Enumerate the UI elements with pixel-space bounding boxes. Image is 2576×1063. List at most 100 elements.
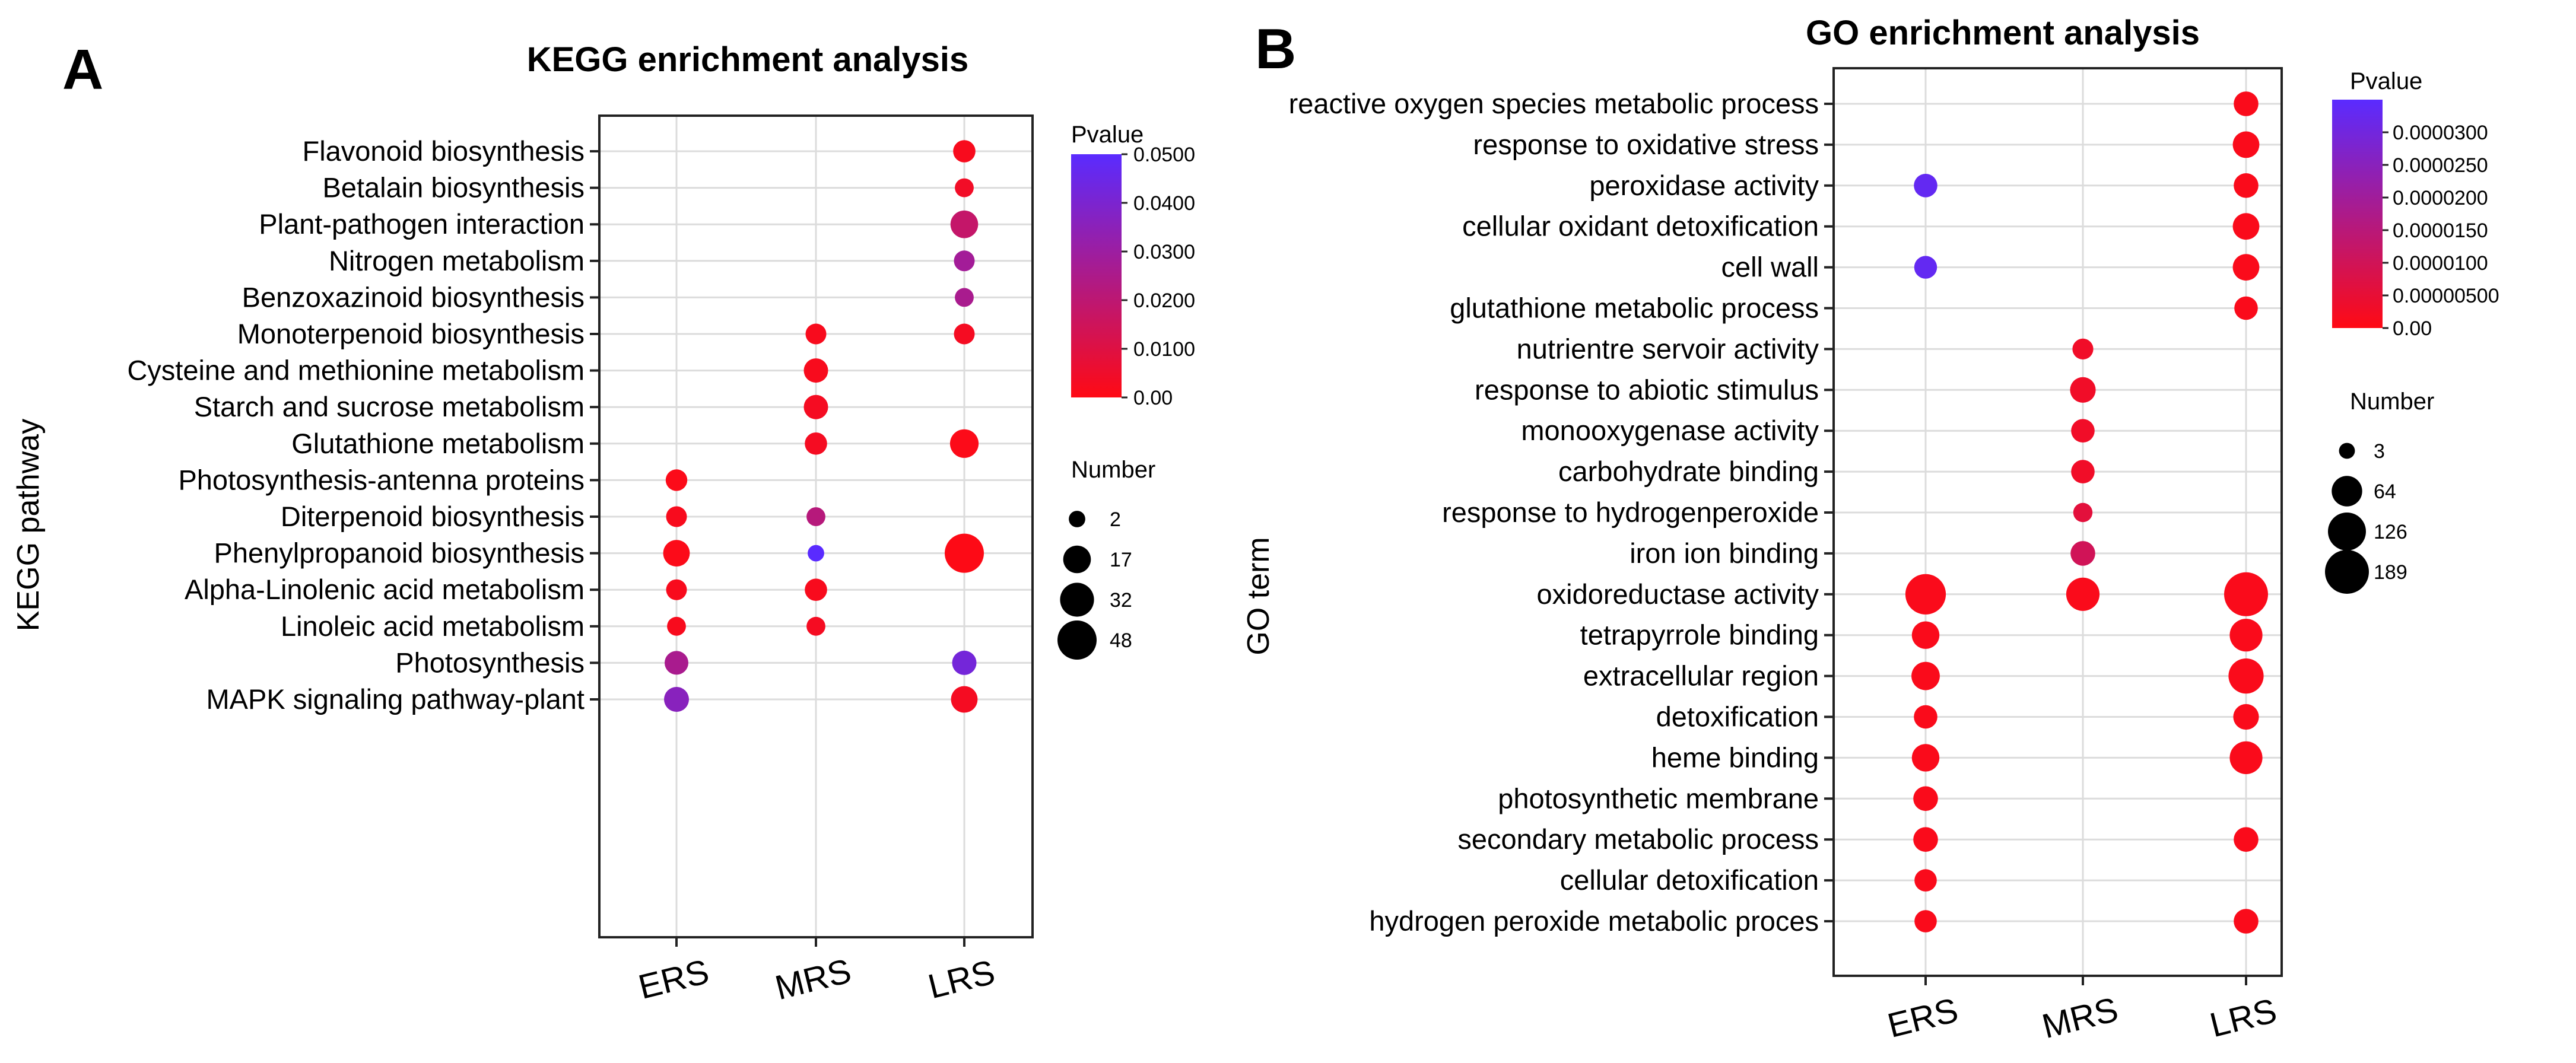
point-hydrogen-peroxide-metabolic-proces-ers <box>1914 910 1937 932</box>
point-detoxification-ers <box>1914 705 1937 729</box>
go-number-legend: 3 64 126 189 <box>2325 440 2407 594</box>
kegg-chart-title: KEGG enrichment analysis <box>527 40 969 79</box>
point-photosynthesis-lrs <box>952 650 977 675</box>
colorbar-tick-label: 0.0200 <box>1133 289 1195 312</box>
colorbar-tick-label: 0.0000100 <box>2393 252 2488 275</box>
point-heme-binding-ers <box>1911 744 1940 772</box>
point-reactive-oxygen-species-metabolic-process-lrs <box>2234 91 2259 116</box>
point-starch-and-sucrose-metabolism-mrs <box>803 394 828 419</box>
point-cellular-oxidant-detoxification-lrs <box>2232 213 2260 240</box>
point-photosynthetic-membrane-ers <box>1913 786 1938 811</box>
number-legend-label-189: 189 <box>2374 561 2407 584</box>
point-detoxification-lrs <box>2233 704 2259 730</box>
point-flavonoid-biosynthesis-lrs <box>953 140 976 163</box>
kegg-y-axis-title: KEGG pathway <box>11 419 46 631</box>
point-monoterpenoid-biosynthesis-lrs <box>954 323 975 345</box>
colorbar-tick-label: 0.0400 <box>1133 192 1195 215</box>
y-tick-label-response-to-abiotic-stimulus: response to abiotic stimulus <box>1475 374 1819 405</box>
y-tick-label-glutathione-metabolism: Glutathione metabolism <box>291 428 585 459</box>
colorbar-tick-label: 0.0000300 <box>2393 122 2488 144</box>
point-betalain-biosynthesis-lrs <box>955 178 974 198</box>
point-oxidoreductase-activity-mrs <box>2066 577 2100 611</box>
number-legend-dot-3 <box>2339 443 2355 459</box>
point-cellular-detoxification-ers <box>1914 869 1937 892</box>
y-tick-label-heme-binding: heme binding <box>1651 741 1819 773</box>
colorbar-tick-label: 0.00 <box>2393 317 2432 340</box>
point-mapk-signaling-pathway-plant-ers <box>664 687 689 712</box>
y-tick-label-response-to-oxidative-stress: response to oxidative stress <box>1473 129 1819 160</box>
point-diterpenoid-biosynthesis-ers <box>666 506 687 527</box>
colorbar-tick-label: 0.00 <box>1133 387 1173 409</box>
point-cell-wall-ers <box>1914 256 1937 279</box>
point-response-to-oxidative-stress-lrs <box>2232 131 2260 158</box>
colorbar-tick-label: 0.0300 <box>1133 241 1195 263</box>
number-legend-label-17: 17 <box>1110 549 1132 571</box>
point-extracellular-region-ers <box>1911 661 1940 690</box>
point-glutathione-metabolism-lrs <box>949 429 979 458</box>
point-tetrapyrrole-binding-lrs <box>2229 619 2263 652</box>
kegg-grid <box>599 116 1033 937</box>
point-hydrogen-peroxide-metabolic-proces-lrs <box>2234 909 2259 934</box>
point-monooxygenase-activity-mrs <box>2071 419 2095 443</box>
point-secondary-metabolic-process-lrs <box>2234 827 2259 852</box>
go-pvalue-legend-title: Pvalue <box>2350 68 2422 94</box>
colorbar-tick-label: 0.0000200 <box>2393 187 2488 209</box>
number-legend-dot-126 <box>2328 513 2366 550</box>
go-pvalue-ticks: 0.0000300 0.0000250 0.0000200 0.0000150 0.00… <box>2383 122 2499 340</box>
y-tick-label-phenylpropanoid-biosynthesis: Phenylpropanoid biosynthesis <box>214 537 585 569</box>
point-response-to-hydrogenperoxide-mrs <box>2073 502 2093 523</box>
point-diterpenoid-biosynthesis-mrs <box>806 507 825 526</box>
y-tick-label-nutrientre-servoir-activity: nutrientre servoir activity <box>1517 333 1819 364</box>
kegg-pvalue-colorbar <box>1071 154 1122 397</box>
point-peroxidase-activity-lrs <box>2234 173 2259 198</box>
point-phenylpropanoid-biosynthesis-ers <box>663 540 690 566</box>
number-legend-label-48: 48 <box>1110 629 1132 652</box>
kegg-points <box>663 140 984 713</box>
y-tick-label-nitrogen-metabolism: Nitrogen metabolism <box>329 245 585 276</box>
number-legend-label-2: 2 <box>1110 508 1121 531</box>
number-legend-label-3: 3 <box>2374 440 2385 463</box>
y-tick-label-monoterpenoid-biosynthesis: Monoterpenoid biosynthesis <box>237 318 585 349</box>
y-tick-label-reactive-oxygen-species-metabolic-process: reactive oxygen species metabolic proces… <box>1289 88 1819 119</box>
number-legend-dot-48 <box>1057 620 1097 660</box>
point-iron-ion-binding-mrs <box>2070 541 2095 566</box>
y-tick-label-tetrapyrrole-binding: tetrapyrrole binding <box>1580 619 1819 651</box>
kegg-number-legend: 2 17 32 48 <box>1057 508 1132 660</box>
point-heme-binding-lrs <box>2229 741 2263 774</box>
go-number-legend-title: Number <box>2350 389 2434 415</box>
panel-letter-a: A <box>62 38 103 101</box>
kegg-number-legend-title: Number <box>1071 457 1155 483</box>
y-tick-label-iron-ion-binding: iron ion binding <box>1630 537 1819 569</box>
x-tick-label-lrs: LRS <box>2206 991 2280 1045</box>
number-legend-dot-2 <box>1069 511 1085 527</box>
point-nitrogen-metabolism-lrs <box>954 250 975 272</box>
kegg-x-ticks: ERS MRS LRS <box>635 937 999 1007</box>
point-glutathione-metabolism-mrs <box>805 432 827 455</box>
kegg-pvalue-legend-title: Pvalue <box>1071 122 1144 148</box>
kegg-panel: A KEGG enrichment analysis KEGG pathway … <box>11 38 1195 1007</box>
colorbar-tick-label: 0.0000150 <box>2393 219 2488 242</box>
x-tick-label-mrs: MRS <box>2038 990 2122 1046</box>
point-monoterpenoid-biosynthesis-mrs <box>805 323 827 345</box>
number-legend-label-64: 64 <box>2374 480 2396 503</box>
y-tick-label-mapk-signaling-pathway-plant: MAPK signaling pathway-plant <box>207 683 585 715</box>
go-plot-frame <box>1832 67 2283 977</box>
number-legend-dot-32 <box>1060 583 1094 617</box>
go-points <box>1905 91 2268 934</box>
y-tick-label-photosynthetic-membrane: photosynthetic membrane <box>1498 782 1819 814</box>
y-tick-label-starch-and-sucrose-metabolism: Starch and sucrose metabolism <box>194 391 585 422</box>
y-tick-label-plant-pathogen-interaction: Plant-pathogen interaction <box>259 208 585 240</box>
point-extracellular-region-lrs <box>2228 658 2264 694</box>
point-peroxidase-activity-ers <box>1914 174 1937 198</box>
y-tick-label-photosynthesis-antenna-proteins: Photosynthesis-antenna proteins <box>178 464 585 495</box>
go-y-ticks: reactive oxygen species metabolic proces… <box>1289 88 1834 937</box>
kegg-y-ticks: Flavonoid biosynthesis Betalain biosynthe… <box>127 135 599 715</box>
number-legend-label-32: 32 <box>1110 589 1132 612</box>
y-tick-label-peroxidase-activity: peroxidase activity <box>1589 170 1819 201</box>
point-linoleic-acid-metabolism-ers <box>667 616 686 636</box>
point-plant-pathogen-interaction-lrs <box>950 210 979 238</box>
y-tick-label-detoxification: detoxification <box>1656 701 1819 733</box>
x-tick-label-mrs: MRS <box>771 951 855 1007</box>
point-alpha-linolenic-acid-metabolism-mrs <box>805 578 827 601</box>
